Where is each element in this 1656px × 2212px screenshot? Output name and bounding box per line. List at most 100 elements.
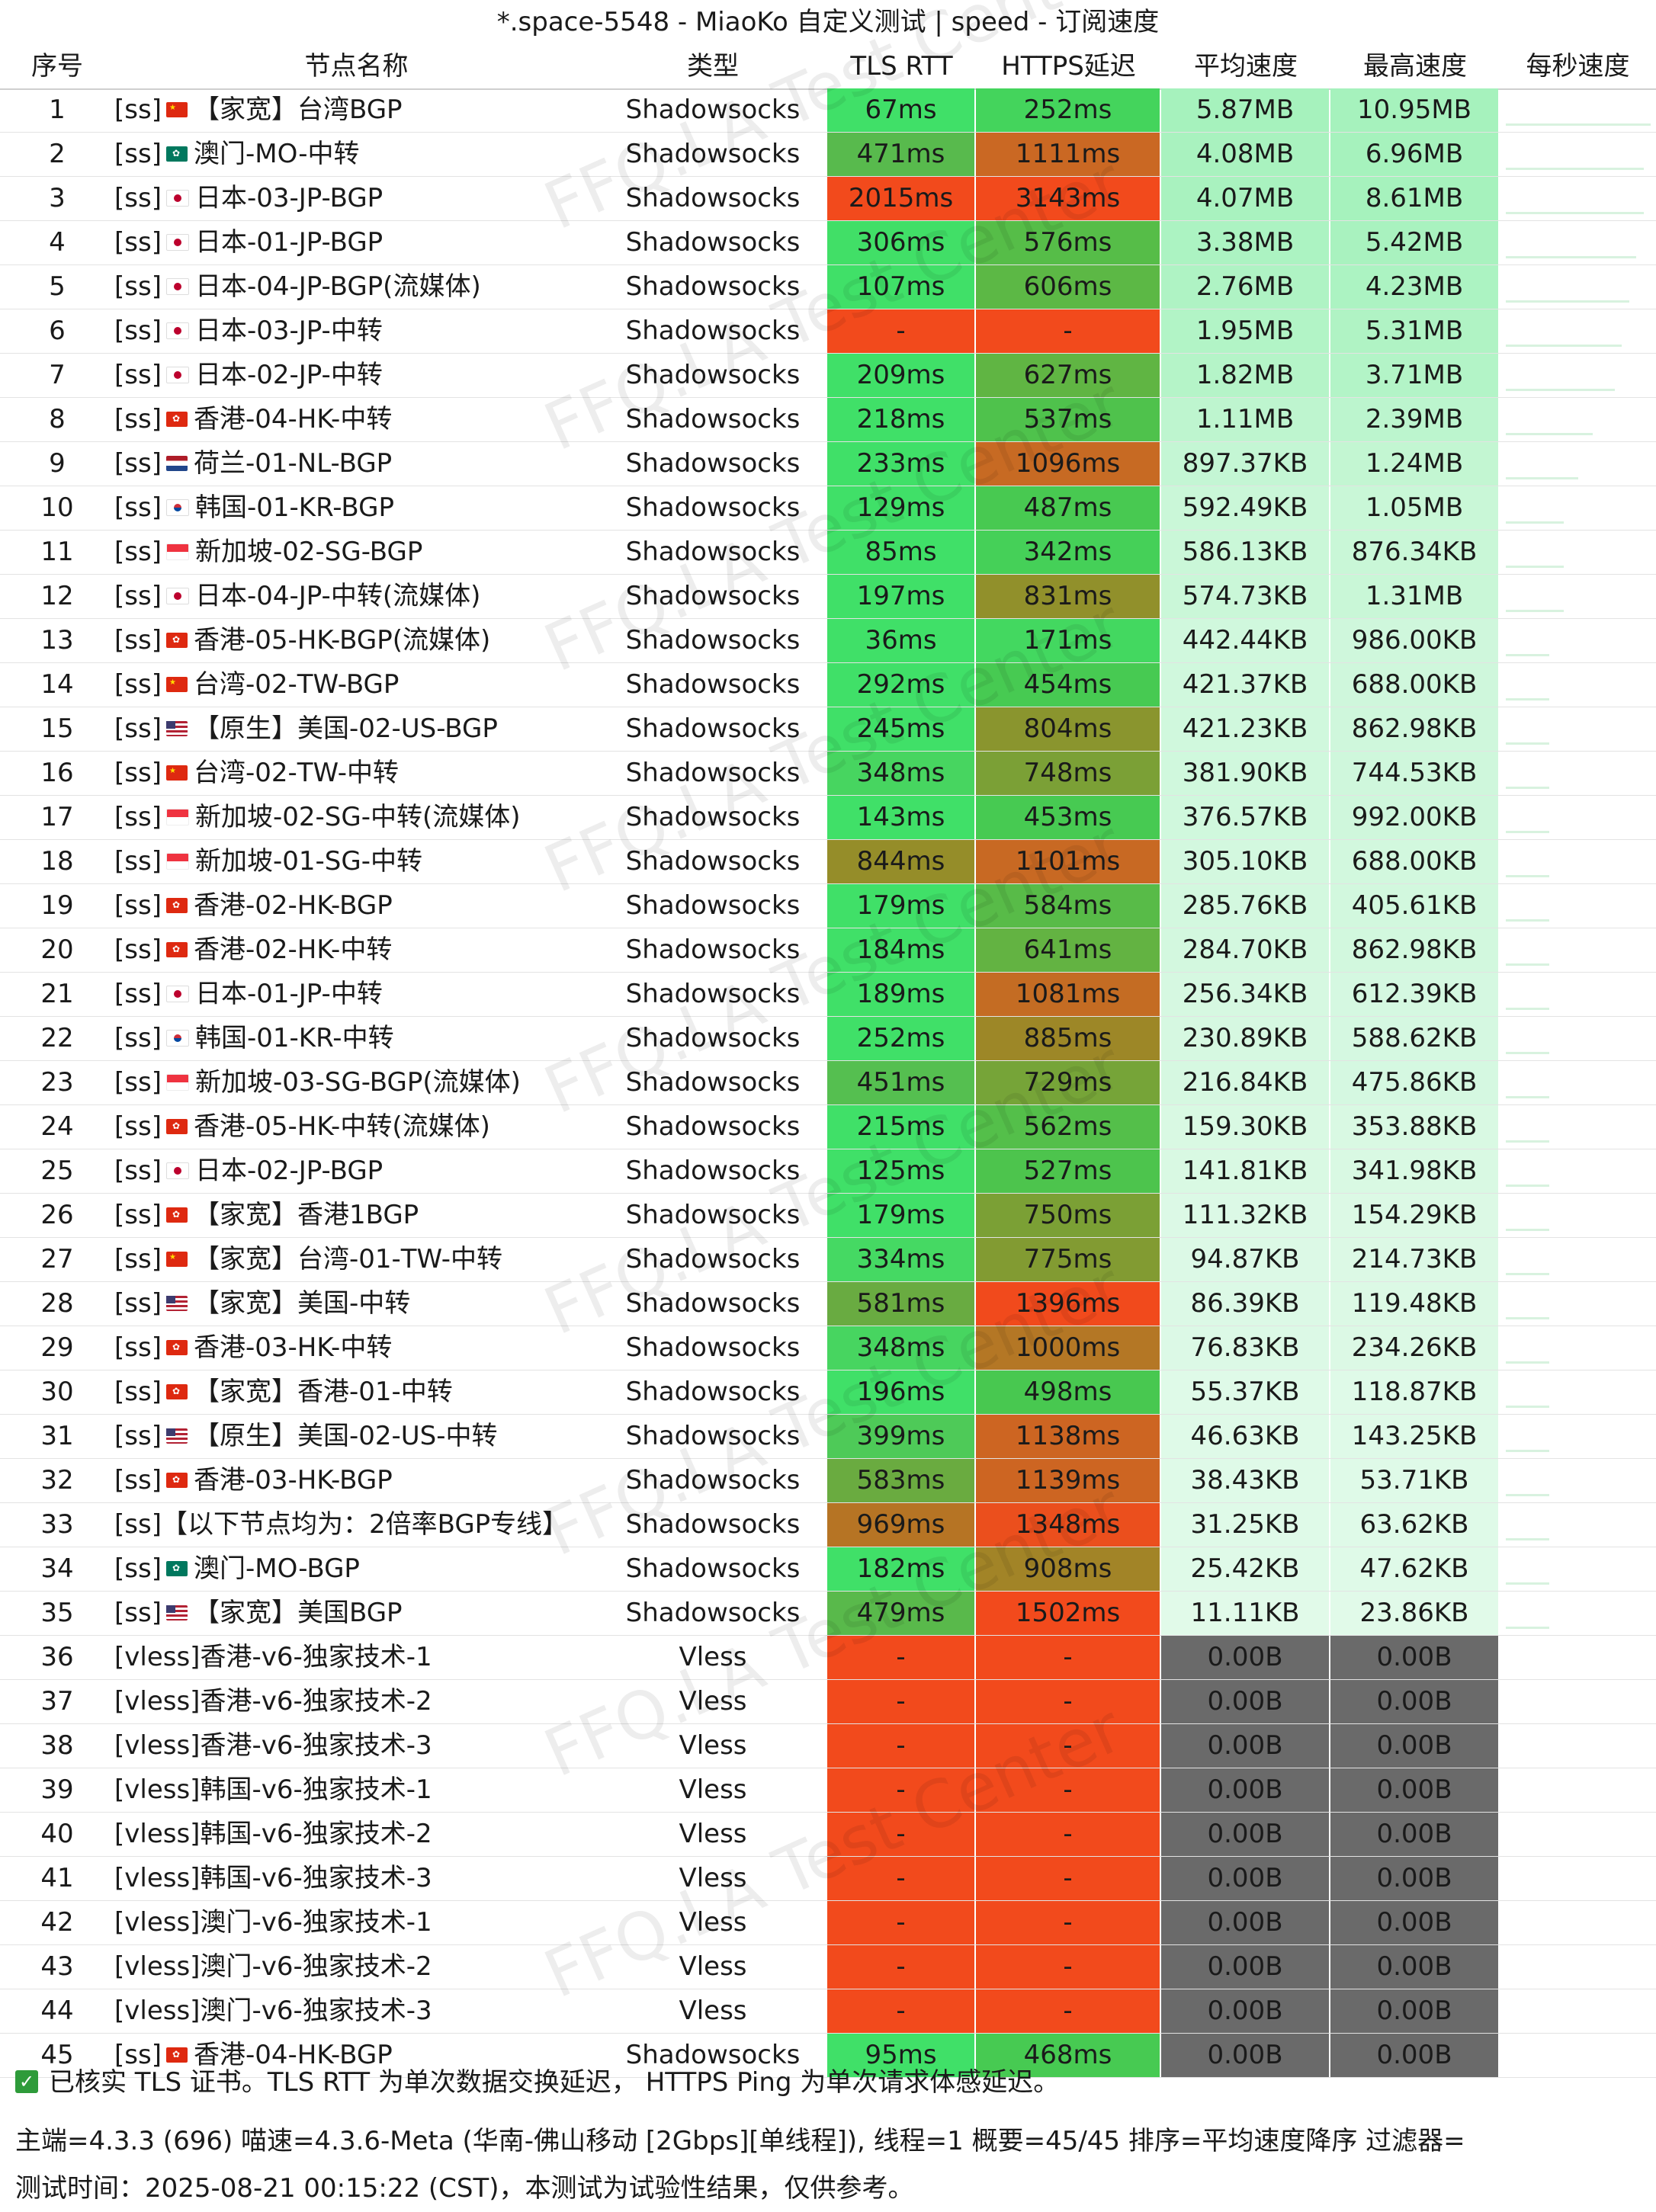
row-tls-rtt: 844ms <box>827 840 974 883</box>
row-max-speed: 0.00B <box>1330 2034 1498 2077</box>
table-row[interactable]: 19 [ss] ✿ 香港-02-HK-BGP Shadowsocks 179ms 584ms… <box>0 884 1656 928</box>
column-header-max-speed[interactable]: 最高速度 <box>1363 51 1467 82</box>
row-https-latency: 487ms <box>976 486 1160 530</box>
table-row[interactable]: 35 [ss] 【家宽】美国BGP Shadowsocks 479ms 1502ms 11.… <box>0 1592 1656 1636</box>
table-row[interactable]: 21 [ss] 日本-01-JP-中转 Shadowsocks 189ms 1081ms 2… <box>0 973 1656 1017</box>
row-index: 10 <box>40 492 74 523</box>
sparkline-bar <box>1506 919 1549 922</box>
table-row[interactable]: 36 [vless]香港-v6-独家技术-1 Vless - -0.00B 0.00B <box>0 1636 1656 1680</box>
row-type: Shadowsocks <box>625 1111 801 1142</box>
row-max-speed: 23.86KB <box>1330 1592 1498 1635</box>
sparkline-bar <box>1506 787 1549 789</box>
table-row[interactable]: 25 [ss] 日本-02-JP-BGP Shadowsocks 125ms 527ms 1… <box>0 1149 1656 1194</box>
table-row[interactable]: 8 [ss] ✿ 香港-04-HK-中转 Shadowsocks 218ms 537ms 1.… <box>0 398 1656 442</box>
table-row[interactable]: 23 [ss] 新加坡-03-SG-BGP(流媒体) Shadowsocks 451ms… <box>0 1061 1656 1105</box>
table-row[interactable]: 26 [ss] ✿ 【家宽】香港1BGP Shadowsocks 179ms 750ms 11… <box>0 1194 1656 1238</box>
table-row[interactable]: 24 [ss] ✿ 香港-05-HK-中转(流媒体) Shadowsocks 215ms 5… <box>0 1105 1656 1149</box>
table-row[interactable]: 3 [ss] 日本-03-JP-BGP Shadowsocks 2015ms 3143ms… <box>0 177 1656 221</box>
row-per-second-sparkline <box>1500 1326 1656 1370</box>
table-row[interactable]: 10 [ss] 韩国-01-KR-BGP Shadowsocks 129ms 487ms 5… <box>0 486 1656 531</box>
table-row[interactable]: 34 [ss] ✿ 澳门-MO-BGP Shadowsocks 182ms 908ms 25.… <box>0 1547 1656 1592</box>
window-title: *.space-5548 - MiaoKo 自定义测试 | speed - 订阅… <box>0 0 1656 45</box>
table-row[interactable]: 5 [ss] 日本-04-JP-BGP(流媒体) Shadowsocks 107ms 60… <box>0 265 1656 309</box>
row-node-name: [ss] 新加坡-02-SG-BGP <box>114 531 599 574</box>
row-tls-rtt: 2015ms <box>827 177 974 220</box>
flag-icon-hk: ✿ <box>165 1207 188 1223</box>
row-per-second-sparkline <box>1500 752 1656 795</box>
column-header-per-second-speed[interactable]: 每秒速度 <box>1526 51 1630 82</box>
row-name-prefix: [ss] <box>114 1156 162 1186</box>
table-row[interactable]: 28 [ss] 【家宽】美国-中转 Shadowsocks 581ms 1396ms 86.… <box>0 1282 1656 1326</box>
column-header-tls-rtt[interactable]: TLS RTT <box>850 51 953 82</box>
table-row[interactable]: 16 [ss] ★ 台湾-02-TW-中转 Shadowsocks 348ms 748ms 3… <box>0 752 1656 796</box>
row-https-latency: - <box>976 1945 1160 1989</box>
row-divider <box>0 176 1656 177</box>
row-avg-speed: 1.11MB <box>1161 398 1329 441</box>
row-avg-speed: 230.89KB <box>1161 1017 1329 1060</box>
table-row[interactable]: 14 [ss] ★ 台湾-02-TW-BGP Shadowsocks 292ms 454ms… <box>0 663 1656 707</box>
row-name-label: 香港-02-HK-BGP <box>193 890 393 921</box>
table-row[interactable]: 41 [vless]韩国-v6-独家技术-3 Vless - -0.00B 0.00B <box>0 1857 1656 1901</box>
row-per-second-sparkline <box>1500 88 1656 132</box>
row-avg-speed: 38.43KB <box>1161 1459 1329 1502</box>
row-https-latency: - <box>976 1989 1160 2033</box>
row-max-speed: 0.00B <box>1330 1989 1498 2033</box>
table-row[interactable]: 27 [ss] ★ 【家宽】台湾-01-TW-中转 Shadowsocks 334ms 77… <box>0 1238 1656 1282</box>
row-per-second-sparkline <box>1500 575 1656 618</box>
row-tls-rtt: 348ms <box>827 1326 974 1370</box>
table-row[interactable]: 15 [ss] 【原生】美国-02-US-BGP Shadowsocks 245ms 80… <box>0 707 1656 752</box>
row-avg-speed: 0.00B <box>1161 1857 1329 1900</box>
table-row[interactable]: 9 [ss] 荷兰-01-NL-BGP Shadowsocks 233ms 1096ms 8… <box>0 442 1656 486</box>
table-row[interactable]: 40 [vless]韩国-v6-独家技术-2 Vless - -0.00B 0.00B <box>0 1813 1656 1857</box>
table-row[interactable]: 13 [ss] ✿ 香港-05-HK-BGP(流媒体) Shadowsocks 36ms 1… <box>0 619 1656 663</box>
row-name-label: [vless]韩国-v6-独家技术-1 <box>114 1774 432 1805</box>
table-row[interactable]: 20 [ss] ✿ 香港-02-HK-中转 Shadowsocks 184ms 641ms 2… <box>0 928 1656 973</box>
row-index: 21 <box>40 979 74 1009</box>
table-row[interactable]: 42 [vless]澳门-v6-独家技术-1 Vless - -0.00B 0.00B <box>0 1901 1656 1945</box>
column-header-type[interactable]: 类型 <box>687 51 739 82</box>
table-row[interactable]: 7 [ss] 日本-02-JP-中转 Shadowsocks 209ms 627ms 1.8… <box>0 354 1656 398</box>
table-row[interactable]: 29 [ss] ✿ 香港-03-HK-中转 Shadowsocks 348ms 1000ms… <box>0 1326 1656 1370</box>
table-row[interactable]: 4 [ss] 日本-01-JP-BGP Shadowsocks 306ms 576ms 3.… <box>0 221 1656 265</box>
table-row[interactable]: 6 [ss] 日本-03-JP-中转 Shadowsocks - -1.95MB 5.31M… <box>0 309 1656 354</box>
table-row[interactable]: 2 [ss] ✿ 澳门-MO-中转 Shadowsocks 471ms 1111ms 4.08… <box>0 133 1656 177</box>
row-max-speed: 0.00B <box>1330 1636 1498 1679</box>
row-name-label: [vless]澳门-v6-独家技术-1 <box>114 1907 432 1938</box>
table-row[interactable]: 33 [ss]【以下节点均为：2倍率BGP专线】 Shadowsocks 969ms 1… <box>0 1503 1656 1547</box>
table-row[interactable]: 37 [vless]香港-v6-独家技术-2 Vless - -0.00B 0.00B <box>0 1680 1656 1724</box>
column-header-avg-speed[interactable]: 平均速度 <box>1194 51 1298 82</box>
table-row[interactable]: 32 [ss] ✿ 香港-03-HK-BGP Shadowsocks 583ms 1139m… <box>0 1459 1656 1503</box>
table-row[interactable]: 18 [ss] 新加坡-01-SG-中转 Shadowsocks 844ms 1101ms… <box>0 840 1656 884</box>
table-row[interactable]: 30 [ss] ✿ 【家宽】香港-01-中转 Shadowsocks 196ms 498ms… <box>0 1370 1656 1415</box>
sparkline-bar <box>1506 345 1622 347</box>
row-tls-rtt: 125ms <box>827 1149 974 1193</box>
row-max-speed: 0.00B <box>1330 1768 1498 1812</box>
column-header-https-latency[interactable]: HTTPS延迟 <box>1001 51 1136 82</box>
row-divider <box>0 795 1656 796</box>
table-row[interactable]: 22 [ss] 韩国-01-KR-中转 Shadowsocks 252ms 885ms 23… <box>0 1017 1656 1061</box>
table-row[interactable]: 45 [ss] ✿ 香港-04-HK-BGP Shadowsocks 95ms 468ms 0… <box>0 2034 1656 2078</box>
table-row[interactable]: 43 [vless]澳门-v6-独家技术-2 Vless - -0.00B 0.00B <box>0 1945 1656 1989</box>
row-name-prefix: [ss] <box>114 316 162 346</box>
table-row[interactable]: 11 [ss] 新加坡-02-SG-BGP Shadowsocks 85ms 342ms 5… <box>0 531 1656 575</box>
row-per-second-sparkline <box>1500 1370 1656 1414</box>
flag-icon-cn: ★ <box>165 765 188 781</box>
row-per-second-sparkline <box>1500 1547 1656 1591</box>
table-row[interactable]: 38 [vless]香港-v6-独家技术-3 Vless - -0.00B 0.00B <box>0 1724 1656 1768</box>
table-row[interactable]: 12 [ss] 日本-04-JP-中转(流媒体) Shadowsocks 197ms 83… <box>0 575 1656 619</box>
row-type: Shadowsocks <box>625 1200 801 1230</box>
row-index: 13 <box>40 625 74 656</box>
table-row[interactable]: 44 [vless]澳门-v6-独家技术-3 Vless - -0.00B 0.00B <box>0 1989 1656 2034</box>
row-type: Shadowsocks <box>625 1156 801 1186</box>
row-node-name: [vless]香港-v6-独家技术-2 <box>114 1680 599 1723</box>
column-header-index[interactable]: 序号 <box>31 51 83 82</box>
table-row[interactable]: 39 [vless]韩国-v6-独家技术-1 Vless - -0.00B 0.00B <box>0 1768 1656 1813</box>
row-avg-speed: 574.73KB <box>1161 575 1329 618</box>
table-row[interactable]: 17 [ss] 新加坡-02-SG-中转(流媒体) Shadowsocks 143ms 4… <box>0 796 1656 840</box>
row-max-speed: 214.73KB <box>1330 1238 1498 1281</box>
table-row[interactable]: 1 [ss] ★ 【家宽】台湾BGP Shadowsocks 67ms 252ms 5.87M… <box>0 88 1656 133</box>
table-row[interactable]: 31 [ss] 【原生】美国-02-US-中转 Shadowsocks 399ms 113… <box>0 1415 1656 1459</box>
row-avg-speed: 0.00B <box>1161 1901 1329 1944</box>
column-header-node-name[interactable]: 节点名称 <box>304 51 409 82</box>
